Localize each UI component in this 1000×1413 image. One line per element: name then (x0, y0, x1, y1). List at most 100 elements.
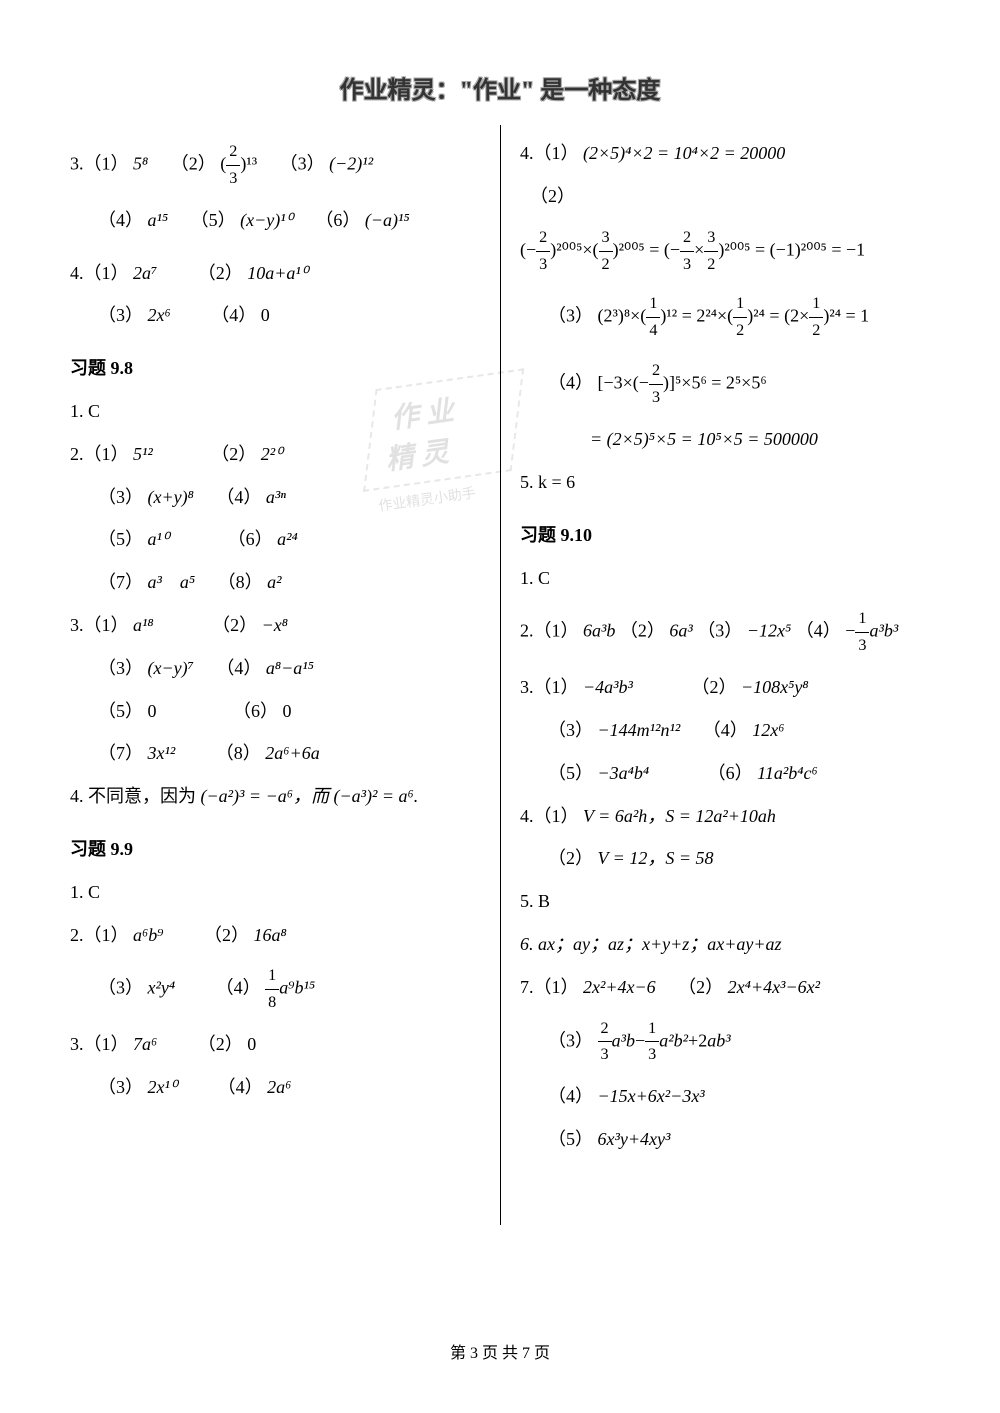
val: 5¹² (133, 444, 153, 464)
label: （6） (233, 701, 278, 721)
right-column: 4.（1） (2×5)⁴×2 = 10⁴×2 = 20000 （2） (−23)… (500, 125, 930, 1168)
label: （2） (198, 263, 243, 283)
val: (x+y)⁸ (148, 487, 194, 507)
label: （2） (198, 1034, 243, 1054)
answer-line: （3） (x+y)⁸ （4） a³ⁿ (70, 483, 480, 512)
val: −x⁸ (262, 615, 288, 635)
label: 2.（1） (520, 621, 579, 641)
answer-line: 2.（1） a⁶b⁹ （2） 16a⁸ (70, 921, 480, 950)
val: 0 (283, 701, 292, 721)
label: （2） (691, 677, 736, 697)
val: 11a²b⁴c⁶ (757, 763, 818, 783)
val: a⁶b⁹ (133, 925, 164, 945)
page-header: 作业精灵："作业" 是一种态度 (0, 0, 1000, 125)
label: （2） (212, 615, 257, 635)
answer-line: （2） (520, 182, 930, 211)
answer-line: 6. ax；ay；az；x+y+z；ax+ay+az (520, 930, 930, 959)
label: （6） (315, 210, 360, 230)
val: 2a⁷ (133, 263, 157, 283)
val: −144m¹²n¹² (598, 720, 681, 740)
answer-line: 4. 不同意，因为 (−a²)³ = −a⁶，而 (−a³)² = a⁶. (70, 782, 480, 811)
label: （4） (548, 373, 593, 393)
answer-line: （3） (2³)⁸×(14)¹² = 2²⁴×(12)²⁴ = (2×12)²⁴… (520, 291, 930, 344)
label: 4. 不同意，因为 (70, 786, 196, 806)
label: （3） (98, 305, 143, 325)
label: （2） (211, 444, 256, 464)
val: 0 (148, 701, 157, 721)
val: a³ a⁵ (148, 572, 196, 592)
label: （2） (620, 621, 665, 641)
label: （3） (98, 658, 143, 678)
val: a³ⁿ (266, 487, 286, 507)
val: −15x+6x²−3x³ (598, 1086, 705, 1106)
label: （6） (708, 763, 753, 783)
answer-line: = (2×5)⁵×5 = 10⁵×5 = 500000 (520, 425, 930, 454)
label: （4） (216, 658, 261, 678)
label: （4） (548, 1086, 593, 1106)
val: 6a³ (669, 621, 692, 641)
label: （8） (216, 743, 261, 763)
label: 7.（1） (520, 977, 579, 997)
answer-line: （5） 0 （6） 0 (70, 697, 480, 726)
answer-line: （3） 2x⁶ （4） 0 (70, 301, 480, 330)
label: 3.（1） (70, 615, 129, 635)
answer-line: 1. C (520, 564, 930, 593)
page-footer: 第 3 页 共 7 页 (0, 1339, 1000, 1363)
label: （2） (171, 154, 216, 174)
label: （2） (548, 848, 593, 868)
answer-line: （7） a³ a⁵ （8） a² (70, 568, 480, 597)
val: 16a⁸ (254, 925, 287, 945)
val: V = 12，S = 58 (598, 848, 714, 868)
label: （4） (796, 621, 841, 641)
answer-line: （7） 3x¹² （8） 2a⁶+6a (70, 739, 480, 768)
val: 2²⁰ (261, 444, 283, 464)
val: −12x⁵ (747, 621, 791, 641)
label: （2） (204, 925, 249, 945)
section-header: 习题 9.8 (70, 354, 480, 383)
answer-line: 5. k = 6 (520, 468, 930, 497)
section-header: 习题 9.10 (520, 521, 930, 550)
label: 2.（1） (70, 925, 129, 945)
val: = (2×5)⁵×5 = 10⁵×5 = 500000 (590, 429, 818, 449)
answer-line: （5） −3a⁴b⁴ （6） 11a²b⁴c⁶ (520, 759, 930, 788)
label: 4.（1） (520, 143, 579, 163)
label: （5） (191, 210, 236, 230)
val: a² (267, 572, 281, 592)
answer-line: （2） V = 12，S = 58 (520, 844, 930, 873)
val: a⁸−a¹⁵ (266, 658, 314, 678)
val: 10a+a¹⁰ (247, 263, 308, 283)
answer-line: （3） 2x¹⁰ （4） 2a⁶ (70, 1073, 480, 1102)
label: （3） (697, 621, 742, 641)
val: (−a)¹⁵ (365, 210, 410, 230)
val: −4a³b³ (583, 677, 633, 697)
answer-line: （5） 6x³y+4xy³ (520, 1125, 930, 1154)
val: a²⁴ (277, 529, 298, 549)
answer-line: (−23)²⁰⁰⁵×(32)²⁰⁰⁵ = (−23×32)²⁰⁰⁵ = (−1)… (520, 225, 930, 278)
answer-line: 3.（1） 7a⁶ （2） 0 (70, 1030, 480, 1059)
label: 3.（1） (70, 154, 129, 174)
val: )]⁵×5⁶ = 2⁵×5⁶ (663, 373, 767, 393)
answer-line: （3） −144m¹²n¹² （4） 12x⁶ (520, 716, 930, 745)
label: （7） (98, 572, 143, 592)
answer-line: （5） a¹⁰ （6） a²⁴ (70, 525, 480, 554)
label: （5） (98, 701, 143, 721)
label: （4） (211, 305, 256, 325)
val: [−3×(− (598, 373, 649, 393)
val: a¹⁵ (148, 210, 169, 230)
val: 2x⁶ (148, 305, 171, 325)
label: （5） (548, 763, 593, 783)
val: 0 (261, 305, 270, 325)
val: a¹⁰ (148, 529, 170, 549)
answer-line: 1. C (70, 878, 480, 907)
val: (−a²)³ = −a⁶，而 (−a³)² = a⁶. (201, 786, 419, 806)
label: （3） (548, 1030, 593, 1050)
val: V = 6a²h，S = 12a²+10ah (583, 806, 776, 826)
label: 4.（1） (70, 263, 129, 283)
val: a¹⁸ (133, 615, 154, 635)
label: （5） (548, 1129, 593, 1149)
val: 6a³b (583, 621, 615, 641)
label: （3） (98, 487, 143, 507)
val: 2a⁶+6a (265, 743, 319, 763)
answer-line: （4） a¹⁵ （5） (x−y)¹⁰ （6） (−a)¹⁵ (70, 206, 480, 235)
label: （4） (218, 1077, 263, 1097)
